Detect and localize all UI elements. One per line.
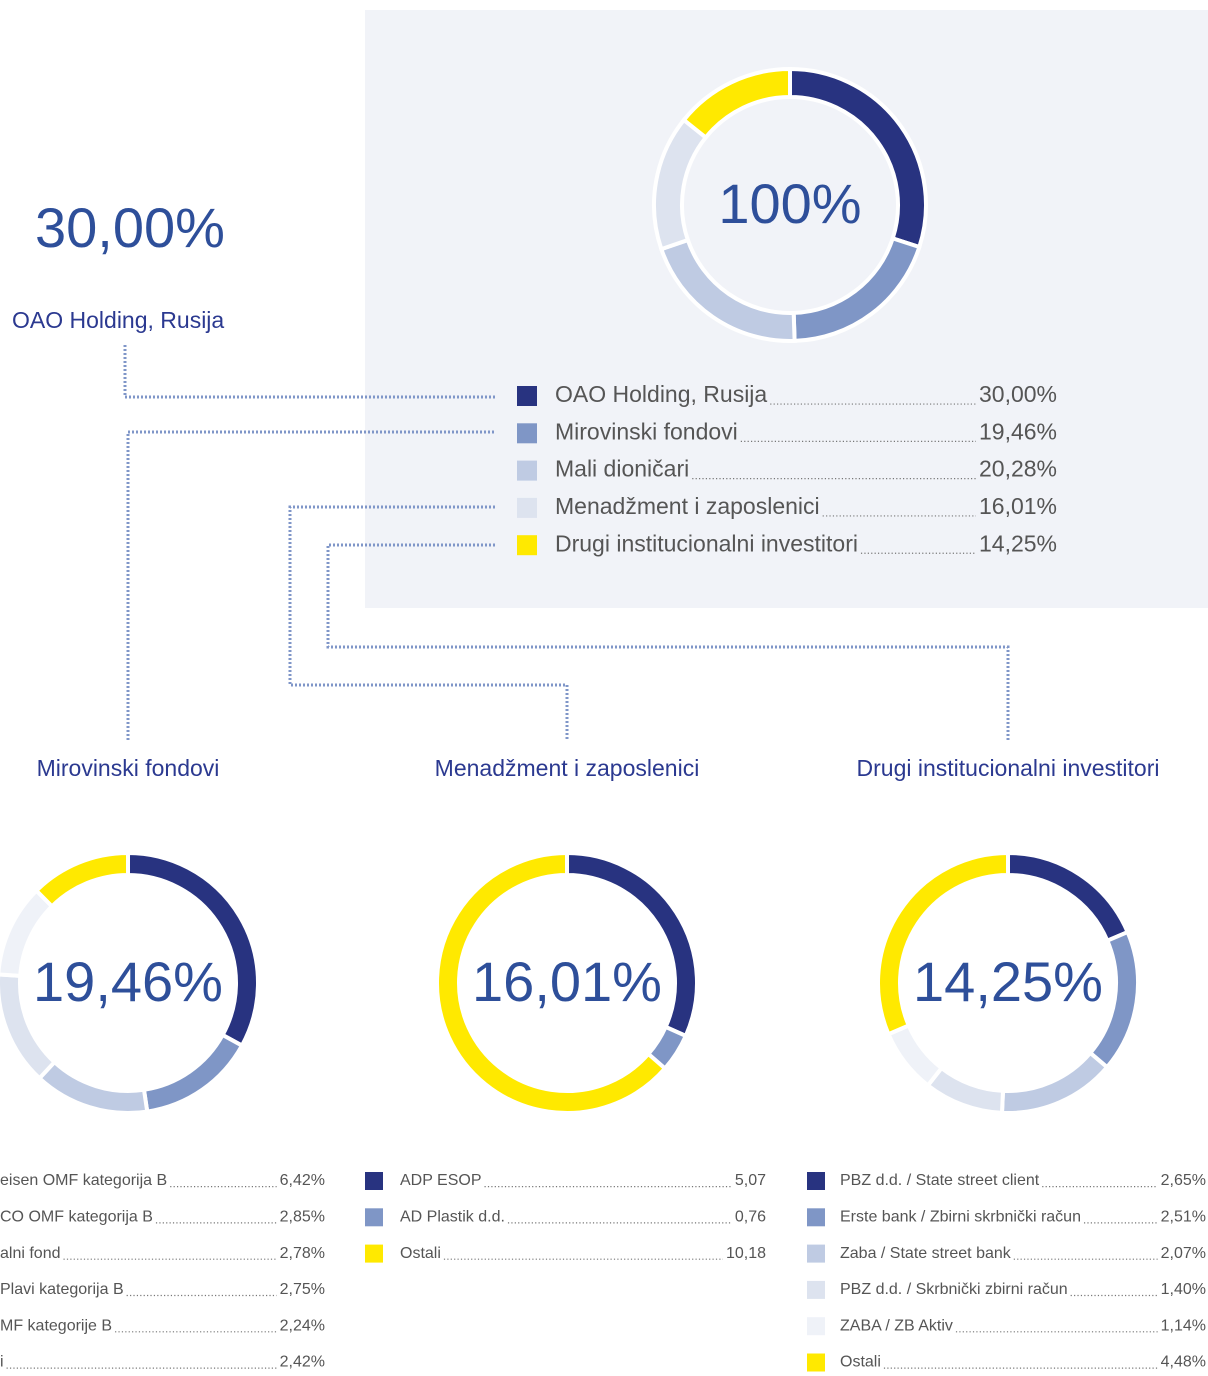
legend-label: ZABA / ZB Aktiv [840,1317,953,1334]
legend-value: 2,85% [280,1209,325,1226]
legend-label: Ostali [400,1245,441,1262]
legend-value: 2,42% [280,1354,325,1371]
legend-swatch [807,1280,825,1299]
legend-label: alni fond [0,1245,61,1262]
legend-label: Ostali [840,1354,881,1371]
donut-segment [885,1022,945,1089]
center-label: 19,46% [33,950,223,1013]
connector [123,345,495,399]
chart-title: Menadžment i zaposlenici [435,755,700,781]
legend-value: 5,07 [735,1172,766,1189]
legend-swatch [517,460,537,481]
legend-value: 16,01% [979,493,1057,519]
center-label: 100% [718,172,861,235]
annotation: OAO Holding, Rusija [12,307,224,333]
legend-swatch [365,1208,383,1227]
legend-swatch [807,1317,825,1336]
legend-label: PBZ d.d. / Skrbnički zbirni račun [840,1281,1068,1298]
legend-value: 6,42% [280,1172,325,1189]
connector [126,430,495,740]
annotation: 30,00% [35,196,225,259]
legend-label: PBZ d.d. / State street client [840,1172,1040,1189]
legend-label: CO OMF kategorija B [0,1209,153,1226]
legend-label: OAO Holding, Rusija [555,381,767,407]
legend-swatch [517,535,537,556]
chart-title: Drugi institucionalni investitori [857,755,1160,781]
legend-value: 30,00% [979,381,1057,407]
legend-value: 2,24% [280,1317,325,1334]
donut-segment [33,850,130,910]
legend-swatch [807,1172,825,1190]
legend-value: 2,65% [1161,1172,1206,1189]
legend-label: i [0,1354,4,1371]
legend-label: MF kategorije B [0,1317,112,1334]
legend-label: Mali dioničari [555,456,689,482]
legend-value: 14,25% [979,530,1057,556]
center-label: 16,01% [472,950,662,1013]
legend-value: 2,07% [1161,1245,1206,1262]
chart-title: Mirovinski fondovi [37,755,220,781]
legend-value: 2,78% [280,1245,325,1262]
legend-label: Drugi institucionalni investitori [555,530,858,556]
donut-segment [925,1065,1006,1115]
legend-label: eisen OMF kategorija B [0,1172,167,1189]
legend-value: 2,75% [280,1281,325,1298]
legend-label: Erste bank / Zbirni skrbnički račun [840,1209,1081,1226]
panel [365,10,1208,608]
legend-value: 4,48% [1161,1354,1206,1371]
legend-swatch [807,1208,825,1227]
legend-value: 2,51% [1161,1209,1206,1226]
legend-swatch [807,1353,825,1372]
legend-label: Mirovinski fondovi [555,418,738,444]
legend-value: 0,76 [735,1209,766,1226]
donut-segment [681,66,792,141]
legend-label: Zaba / State street bank [840,1245,1012,1262]
connector [288,505,569,740]
legend-swatch [807,1244,825,1263]
donut-segment [141,1032,245,1114]
legend-swatch [365,1172,383,1190]
donut-segment [435,850,668,1115]
legend-label: Menadžment i zaposlenici [555,493,820,519]
legend-value: 1,14% [1161,1317,1206,1334]
donut-segment [36,1059,150,1115]
legend-swatch [517,423,537,444]
legend-swatch [517,386,537,406]
legend-value: 20,28% [979,456,1057,482]
donut-segment [999,1050,1110,1115]
legend-swatch [365,1244,383,1263]
legend-label: AD Plastik d.d. [400,1209,505,1226]
legend-value: 19,46% [979,418,1057,444]
legend-label: ADP ESOP [400,1172,482,1189]
center-label: 14,25% [913,950,1103,1013]
legend-label: Plavi kategorija B [0,1281,124,1298]
donut-segment [1006,850,1131,944]
legend-value: 1,40% [1161,1281,1206,1298]
donut-segment [876,850,1010,1037]
connector [326,543,1010,740]
legend-swatch [517,497,537,518]
legend-value: 10,18 [726,1245,766,1262]
